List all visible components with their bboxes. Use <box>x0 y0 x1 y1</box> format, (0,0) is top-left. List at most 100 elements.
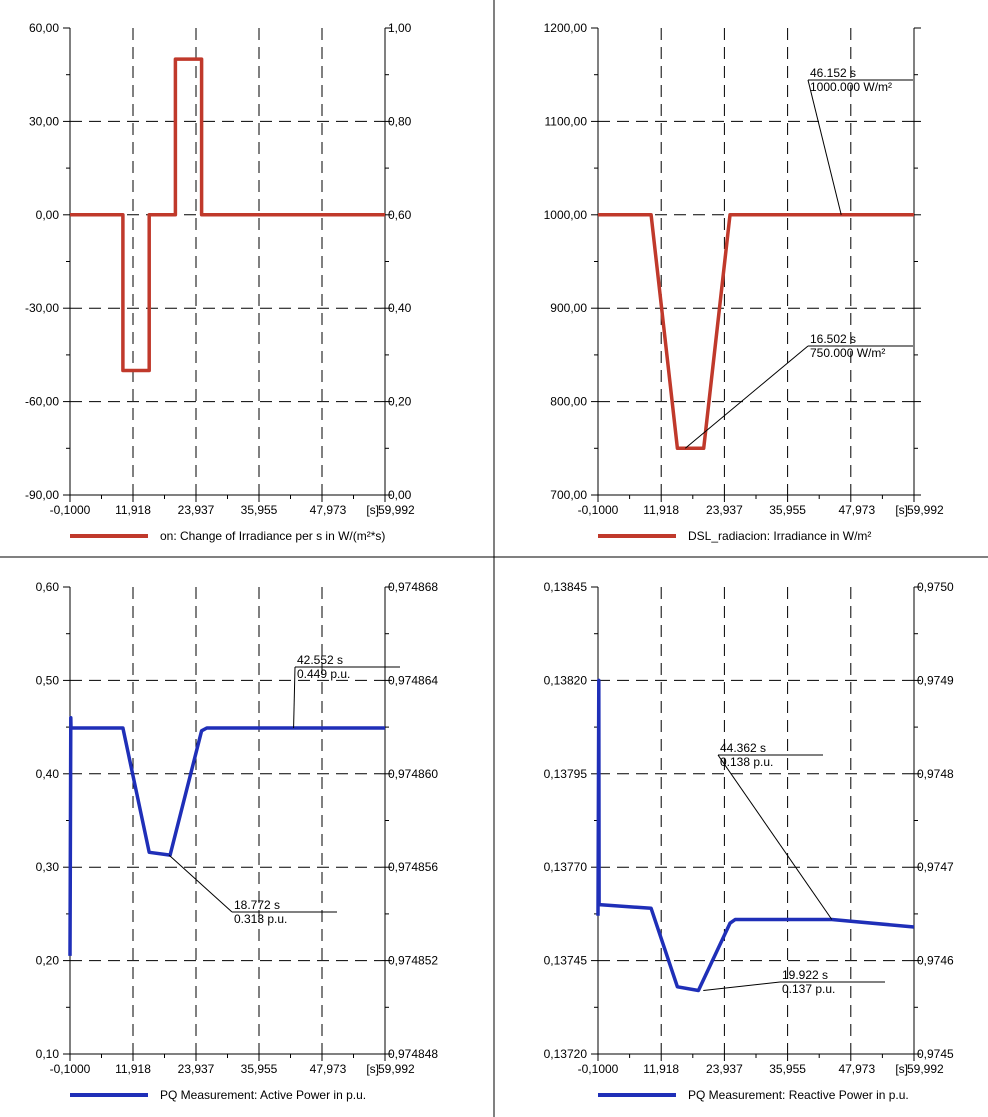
y-tick-label-right: 0,974848 <box>388 1047 438 1061</box>
x-tick-label: 35,955 <box>769 503 806 517</box>
annotation-value-label: 0.313 p.u. <box>234 912 287 926</box>
y-tick-label-right: 0,974852 <box>388 954 438 968</box>
y-tick-label-right: 0,20 <box>388 395 412 409</box>
x-unit-label: [s] <box>895 1062 908 1076</box>
y-tick-label-left: 1000,00 <box>544 208 588 222</box>
chart-panel-3: 0,60 0,50 0,40 0,30 0,20 0,10 0,974868 0,974864… <box>36 580 439 1102</box>
y-tick-label-left: 0,00 <box>36 208 60 222</box>
y-tick-label-right: 0,9747 <box>917 860 954 874</box>
legend-label: PQ Measurement: Active Power in p.u. <box>160 1088 366 1102</box>
y-tick-label-right: 0,9748 <box>917 767 954 781</box>
annotation-leader <box>293 666 296 729</box>
x-tick-label: 11,918 <box>115 503 151 517</box>
y-tick-label-left: -90,00 <box>25 488 59 502</box>
annotation-time-label: 44.362 s <box>720 741 766 755</box>
x-tick-label: 59,992 <box>907 503 944 517</box>
series-line <box>598 213 914 451</box>
x-tick-label: 47,973 <box>838 503 875 517</box>
x-tick-label: 59,992 <box>907 1062 944 1076</box>
x-tick-label: 23,937 <box>706 1062 743 1076</box>
y-tick-label-left: 0,50 <box>36 673 60 687</box>
y-tick-label-left: 0,60 <box>36 580 60 594</box>
y-tick-label-right: 0,9746 <box>917 954 954 968</box>
chart-panel-1: 60,00 30,00 0,00 -30,00 -60,00 -90,00 1,00 0,80… <box>25 21 415 543</box>
x-tick-label: 11,918 <box>643 503 679 517</box>
x-unit-label: [s] <box>366 1062 379 1076</box>
x-tick-label: 35,955 <box>241 1062 278 1076</box>
annotation-leader <box>684 345 809 449</box>
y-tick-label-left: 0,30 <box>36 860 60 874</box>
y-tick-label-right: 1,00 <box>388 21 412 35</box>
annotation-leader <box>807 79 842 215</box>
x-tick-label: 35,955 <box>241 503 278 517</box>
annotation-value-label: 1000.000 W/m² <box>810 80 892 94</box>
y-tick-label-right: 0,974856 <box>388 860 438 874</box>
y-tick-label-left: 0,10 <box>36 1047 60 1061</box>
y-tick-label-left: -60,00 <box>25 395 59 409</box>
x-tick-label: -0,1000 <box>50 1062 91 1076</box>
x-tick-label: 23,937 <box>706 503 743 517</box>
annotation-leader <box>703 981 781 991</box>
y-tick-label-right: 0,9750 <box>917 580 954 594</box>
y-tick-label-right: 0,80 <box>388 114 412 128</box>
y-tick-label-left: 60,00 <box>29 21 59 35</box>
legend-label: PQ Measurement: Reactive Power in p.u. <box>688 1088 909 1102</box>
x-tick-label: 47,973 <box>838 1062 875 1076</box>
y-tick-label-right: 0,00 <box>388 488 412 502</box>
annotation-value-label: 0.137 p.u. <box>782 982 835 996</box>
y-tick-label-left: 1100,00 <box>545 114 588 128</box>
x-tick-label: 47,973 <box>310 1062 347 1076</box>
annotation-time-label: 19.922 s <box>782 968 828 982</box>
x-tick-label: -0,1000 <box>50 503 91 517</box>
x-tick-label: 11,918 <box>643 1062 679 1076</box>
y-tick-label-left: 0,13720 <box>544 1047 588 1061</box>
annotation-time-label: 46.152 s <box>810 66 856 80</box>
y-tick-label-right: 0,9749 <box>917 673 954 687</box>
y-tick-label-left: 0,13845 <box>544 580 588 594</box>
chart-panel-2: 1200,00 1100,00 1000,00 900,00 800,00 700,00-… <box>544 21 944 543</box>
y-tick-label-right: 0,974864 <box>388 673 438 687</box>
x-unit-label: [s] <box>895 503 908 517</box>
annotation-time-label: 18.772 s <box>234 898 280 912</box>
y-tick-label-right: 0,974868 <box>388 580 438 594</box>
y-tick-label-left: 0,13745 <box>544 954 588 968</box>
x-tick-label: 59,992 <box>378 1062 415 1076</box>
y-tick-label-left: 0,13795 <box>544 767 588 781</box>
y-tick-label-left: 900,00 <box>550 301 587 315</box>
x-tick-label: 23,937 <box>178 503 215 517</box>
annotation-leader <box>717 754 833 920</box>
x-tick-label: 47,973 <box>310 503 347 517</box>
y-tick-label-right: 0,60 <box>388 208 412 222</box>
x-tick-label: 11,918 <box>115 1062 151 1076</box>
y-tick-label-left: 0,13820 <box>544 673 588 687</box>
legend-label: on: Change of Irradiance per s in W/(m²*… <box>160 529 385 543</box>
y-tick-label-left: 700,00 <box>550 488 587 502</box>
series-line <box>70 57 385 373</box>
annotation-leader <box>168 854 233 913</box>
x-tick-label: 23,937 <box>178 1062 215 1076</box>
y-tick-label-right: 0,974860 <box>388 767 438 781</box>
x-tick-label: -0,1000 <box>578 503 619 517</box>
y-tick-label-right: 0,9745 <box>917 1047 954 1061</box>
y-tick-label-left: 800,00 <box>550 395 587 409</box>
annotation-value-label: 0.138 p.u. <box>720 755 773 769</box>
x-tick-label: -0,1000 <box>578 1062 619 1076</box>
series-line <box>596 678 915 993</box>
y-tick-label-right: 0,40 <box>388 301 412 315</box>
y-tick-label-left: 0,13770 <box>544 860 588 874</box>
y-tick-label-left: 30,00 <box>29 114 59 128</box>
y-tick-label-left: 1200,00 <box>544 21 588 35</box>
x-tick-label: 35,955 <box>769 1062 806 1076</box>
annotation-time-label: 42.552 s <box>297 653 343 667</box>
y-tick-label-left: 0,40 <box>36 767 60 781</box>
annotation-time-label: 16.502 s <box>810 332 856 346</box>
y-tick-label-left: 0,20 <box>36 954 60 968</box>
annotation-value-label: 0.449 p.u. <box>297 667 350 681</box>
x-tick-label: 59,992 <box>378 503 415 517</box>
x-unit-label: [s] <box>366 503 379 517</box>
chart-panel-4: 0,13845 0,13820 0,13795 0,13770 0,13745 0,137… <box>544 580 954 1102</box>
y-tick-label-left: -30,00 <box>25 301 59 315</box>
series-line <box>68 716 385 956</box>
annotation-value-label: 750.000 W/m² <box>810 346 885 360</box>
